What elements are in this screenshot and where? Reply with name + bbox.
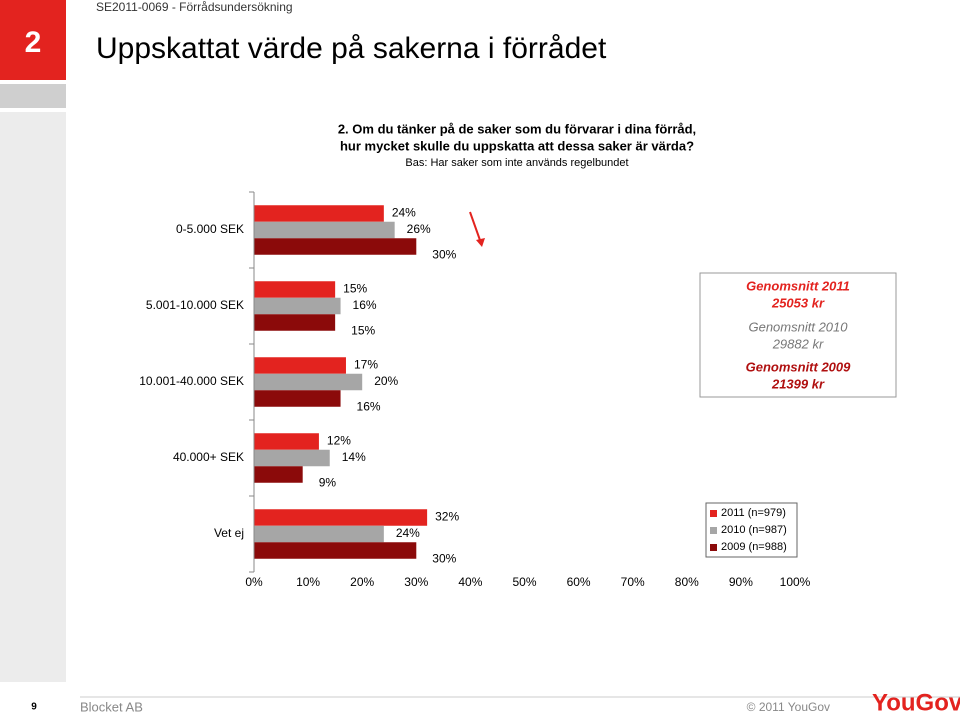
- category-label: 40.000+ SEK: [173, 450, 244, 464]
- bar: [254, 449, 330, 467]
- value-label: 30%: [432, 248, 456, 262]
- legend-label: 2011 (n=979): [721, 507, 786, 519]
- slide-title: Uppskattat värde på sakerna i förrådet: [96, 32, 607, 65]
- x-tick-label: 60%: [567, 575, 591, 589]
- value-label: 14%: [342, 450, 366, 464]
- value-label: 12%: [327, 434, 351, 448]
- arrow: [469, 211, 482, 244]
- x-tick-label: 10%: [296, 575, 320, 589]
- bar: [254, 542, 417, 559]
- value-label: 24%: [392, 206, 416, 220]
- value-label: 17%: [354, 358, 378, 372]
- legend-swatch: [710, 527, 717, 534]
- bar: [254, 390, 341, 407]
- category-label: 5.001-10.000 SEK: [146, 298, 244, 312]
- header: SE2011-0069 - Förrådsundersökning: [96, 0, 293, 14]
- bar: [254, 297, 341, 315]
- value-label: 32%: [435, 510, 459, 524]
- x-tick-label: 0%: [245, 575, 263, 589]
- x-tick-label: 70%: [621, 575, 645, 589]
- copyright: © 2011 YouGov: [747, 700, 830, 714]
- bar: [254, 281, 336, 298]
- value-label: 9%: [319, 476, 337, 490]
- slide-number: 2: [25, 26, 42, 59]
- average-label: Genomsnitt 2009: [746, 359, 852, 374]
- legend-label: 2010 (n=987): [721, 524, 787, 536]
- legend-swatch: [710, 544, 717, 551]
- average-value: 25053 kr: [771, 295, 825, 310]
- value-label: 20%: [374, 374, 398, 388]
- value-label: 30%: [432, 552, 456, 566]
- value-label: 15%: [343, 282, 367, 296]
- value-label: 26%: [407, 222, 431, 236]
- value-label: 15%: [351, 324, 375, 338]
- base: Bas: Har saker som inte används regelbun…: [405, 157, 628, 169]
- bar: [254, 525, 384, 543]
- x-tick-label: 20%: [350, 575, 374, 589]
- category-label: 10.001-40.000 SEK: [139, 374, 244, 388]
- x-tick-label: 40%: [458, 575, 482, 589]
- x-tick-label: 90%: [729, 575, 753, 589]
- legend-box: [705, 502, 798, 558]
- question: 2. Om du tänker på de saker som du förva…: [338, 121, 696, 136]
- average-value: 29882 kr: [772, 336, 824, 351]
- logo: YouGov: [872, 689, 960, 715]
- x-tick-label: 30%: [404, 575, 428, 589]
- grey-box: [0, 84, 66, 108]
- category-label: Vet ej: [214, 526, 244, 540]
- number-box: [0, 0, 66, 80]
- page-number: 9: [31, 702, 37, 713]
- arrow-head: [476, 238, 485, 247]
- x-tick-label: 50%: [512, 575, 536, 589]
- bar: [254, 433, 319, 450]
- bar: [254, 509, 428, 526]
- value-label: 24%: [396, 526, 420, 540]
- bar: [254, 221, 395, 239]
- question: hur mycket skulle du uppskatta att dessa…: [340, 138, 694, 153]
- average-label: Genomsnitt 2010: [748, 319, 848, 334]
- average-box: [699, 272, 897, 398]
- bar: [254, 238, 417, 255]
- bar: [254, 357, 346, 374]
- x-tick-label: 80%: [675, 575, 699, 589]
- average-value: 21399 kr: [771, 376, 825, 391]
- x-tick-label: 100%: [780, 575, 811, 589]
- bar: [254, 466, 303, 483]
- company: Blocket AB: [80, 699, 143, 714]
- category-label: 0-5.000 SEK: [176, 222, 244, 236]
- crowd-strip: [0, 112, 66, 682]
- value-label: 16%: [353, 298, 377, 312]
- bar: [254, 205, 384, 222]
- value-label: 16%: [357, 400, 381, 414]
- legend-swatch: [710, 510, 717, 517]
- legend-label: 2009 (n=988): [721, 541, 787, 553]
- bar: [254, 314, 336, 331]
- bar: [254, 373, 363, 391]
- average-label: Genomsnitt 2011: [746, 278, 850, 293]
